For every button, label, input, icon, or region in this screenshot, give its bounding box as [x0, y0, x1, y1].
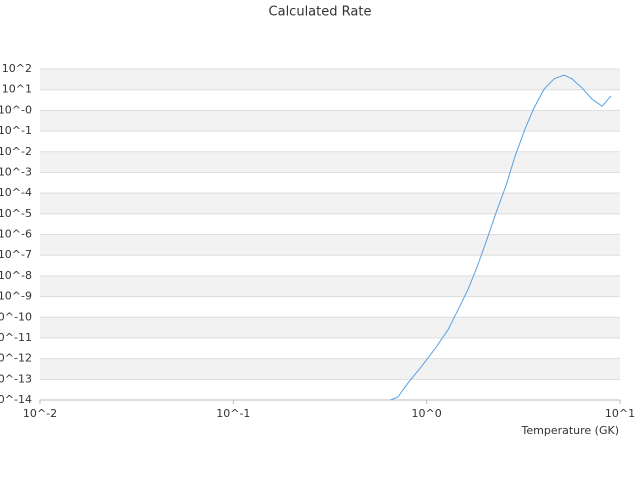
- y-tick-label: 10^-10: [0, 310, 32, 323]
- axes: 10^2 10^1 10^-0 10^-1 10^-2 10^-3 10^-4 10^-5 10…: [0, 62, 635, 420]
- grid-band: [40, 337, 620, 359]
- y-tick-label: 10^-14: [0, 393, 32, 406]
- grid-band: [40, 89, 620, 111]
- y-tick-label: 10^-2: [0, 145, 32, 158]
- x-tick-label: 10^1: [605, 407, 635, 420]
- grid-band: [40, 69, 620, 90]
- x-tick-label: 10^0: [412, 407, 442, 420]
- y-tick-label: 10^-11: [0, 331, 32, 344]
- grid-band: [40, 234, 620, 256]
- x-tick-label: 10^-2: [23, 407, 57, 420]
- grid-band: [40, 213, 620, 235]
- y-tick-label: 10^-7: [0, 248, 32, 261]
- grid-band: [40, 379, 620, 400]
- grid-band: [40, 296, 620, 318]
- grid-band: [40, 317, 620, 338]
- y-tick-label: 10^2: [2, 62, 32, 75]
- x-axis-label: Temperature (GK): [521, 424, 620, 437]
- y-tick-label: 10^-13: [0, 372, 32, 385]
- grid-band: [40, 275, 620, 297]
- plot-area: [390, 74, 612, 400]
- y-tick-label: 10^-1: [0, 124, 32, 137]
- y-tick-label: 10^-9: [0, 290, 32, 303]
- y-tick-label: 10^-0: [0, 103, 32, 116]
- y-tick-label: 10^-8: [0, 269, 32, 282]
- y-tick-label: 10^1: [2, 83, 32, 96]
- grid-band: [40, 193, 620, 214]
- grid-bands: [40, 69, 620, 400]
- chart-title: Calculated Rate: [269, 5, 372, 20]
- grid-band: [40, 255, 620, 276]
- grid-band: [40, 172, 620, 194]
- data-line: [390, 74, 612, 400]
- grid-band: [40, 110, 620, 132]
- grid-band: [40, 151, 620, 173]
- y-tick-label: 10^-5: [0, 207, 32, 220]
- y-tick-label: 10^-4: [0, 186, 32, 199]
- y-tick-label: 10^-6: [0, 228, 32, 241]
- x-tick-label: 10^-1: [216, 407, 250, 420]
- y-tick-label: 10^-3: [0, 165, 32, 178]
- grid-band: [40, 358, 620, 380]
- grid-band: [40, 131, 620, 152]
- y-tick-label: 10^-12: [0, 352, 32, 365]
